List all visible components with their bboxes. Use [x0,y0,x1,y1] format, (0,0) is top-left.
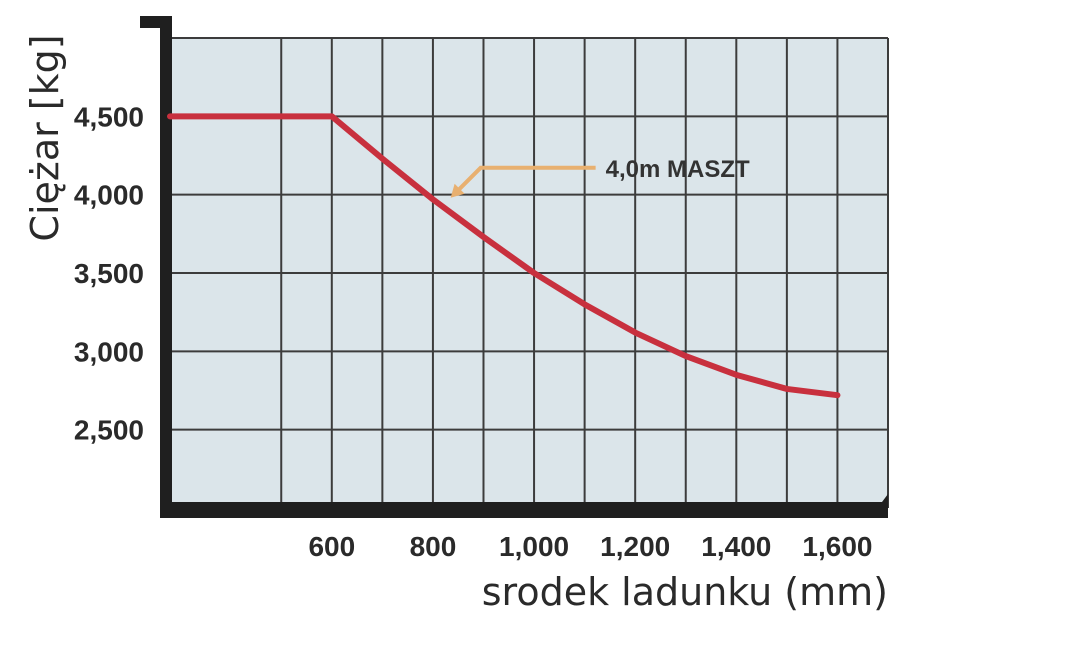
x-tick-label: 1,000 [499,531,569,562]
x-tick-label: 1,600 [802,531,872,562]
tick-labels: 600 800 1,000 1,200 1,400 1,600 2,500 3,000 3,50… [74,101,873,562]
x-tick-label: 800 [410,531,457,562]
x-axis-line [160,494,888,518]
x-axis-title: srodek ladunku (mm) [482,570,888,614]
y-axis-line [160,16,172,518]
annotation-arrow [453,165,596,196]
annotation-arrowhead [450,183,465,198]
x-tick-label: 1,200 [600,531,670,562]
y-axis-cap [140,16,172,28]
annotation-label: 4,0m MASZT [606,156,750,183]
y-tick-label: 2,500 [74,415,144,446]
y-tick-label: 4,000 [74,180,144,211]
x-tick-label: 600 [308,531,355,562]
axes [140,16,888,518]
series-layer [167,113,841,399]
y-tick-label: 3,000 [74,336,144,367]
y-tick-label: 3,500 [74,258,144,289]
annotation-layer: 4,0m MASZT [450,156,750,198]
series-line [167,113,841,399]
y-axis-title: Ciężar [kg] [23,34,67,241]
x-tick-label: 1,400 [701,531,771,562]
y-tick-label: 4,500 [74,101,144,132]
